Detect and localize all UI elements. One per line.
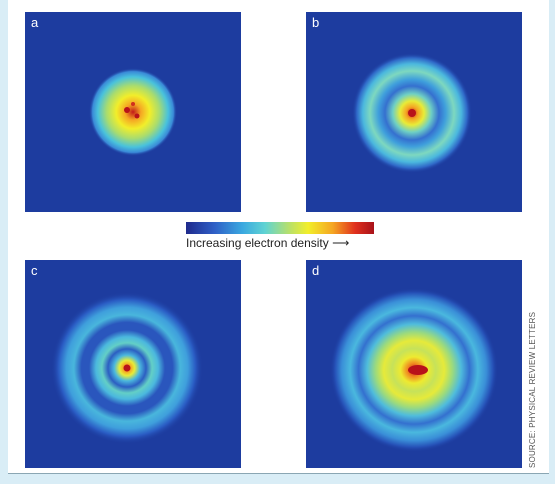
panel-letter-b: b xyxy=(312,15,320,30)
source-credit: SOURCE: PHYSICAL REVIEW LETTERS xyxy=(528,311,537,468)
density-map-a xyxy=(89,68,177,156)
bottom-margin-bar xyxy=(0,474,555,484)
density-map-d xyxy=(330,288,498,452)
density-map-panel-b: b xyxy=(306,12,522,212)
density-map-panel-d: d xyxy=(306,260,522,468)
panel-letter-d: d xyxy=(312,263,320,278)
panel-letter-c: c xyxy=(31,263,38,278)
arrow-right-icon: ⟶ xyxy=(332,236,350,250)
right-margin-bar xyxy=(549,0,555,484)
density-map-panel-c: c xyxy=(25,260,241,468)
density-map-c xyxy=(51,292,203,444)
bottom-rule xyxy=(8,473,549,474)
density-colorbar xyxy=(186,222,374,234)
panel-letter-a: a xyxy=(31,15,39,30)
colorbar-label: Increasing electron density ⟶ xyxy=(186,236,386,250)
density-map-panel-a: a xyxy=(25,12,241,212)
density-map-b xyxy=(352,53,472,173)
left-margin-bar xyxy=(0,0,8,484)
colorbar-label-text: Increasing electron density xyxy=(186,236,329,250)
